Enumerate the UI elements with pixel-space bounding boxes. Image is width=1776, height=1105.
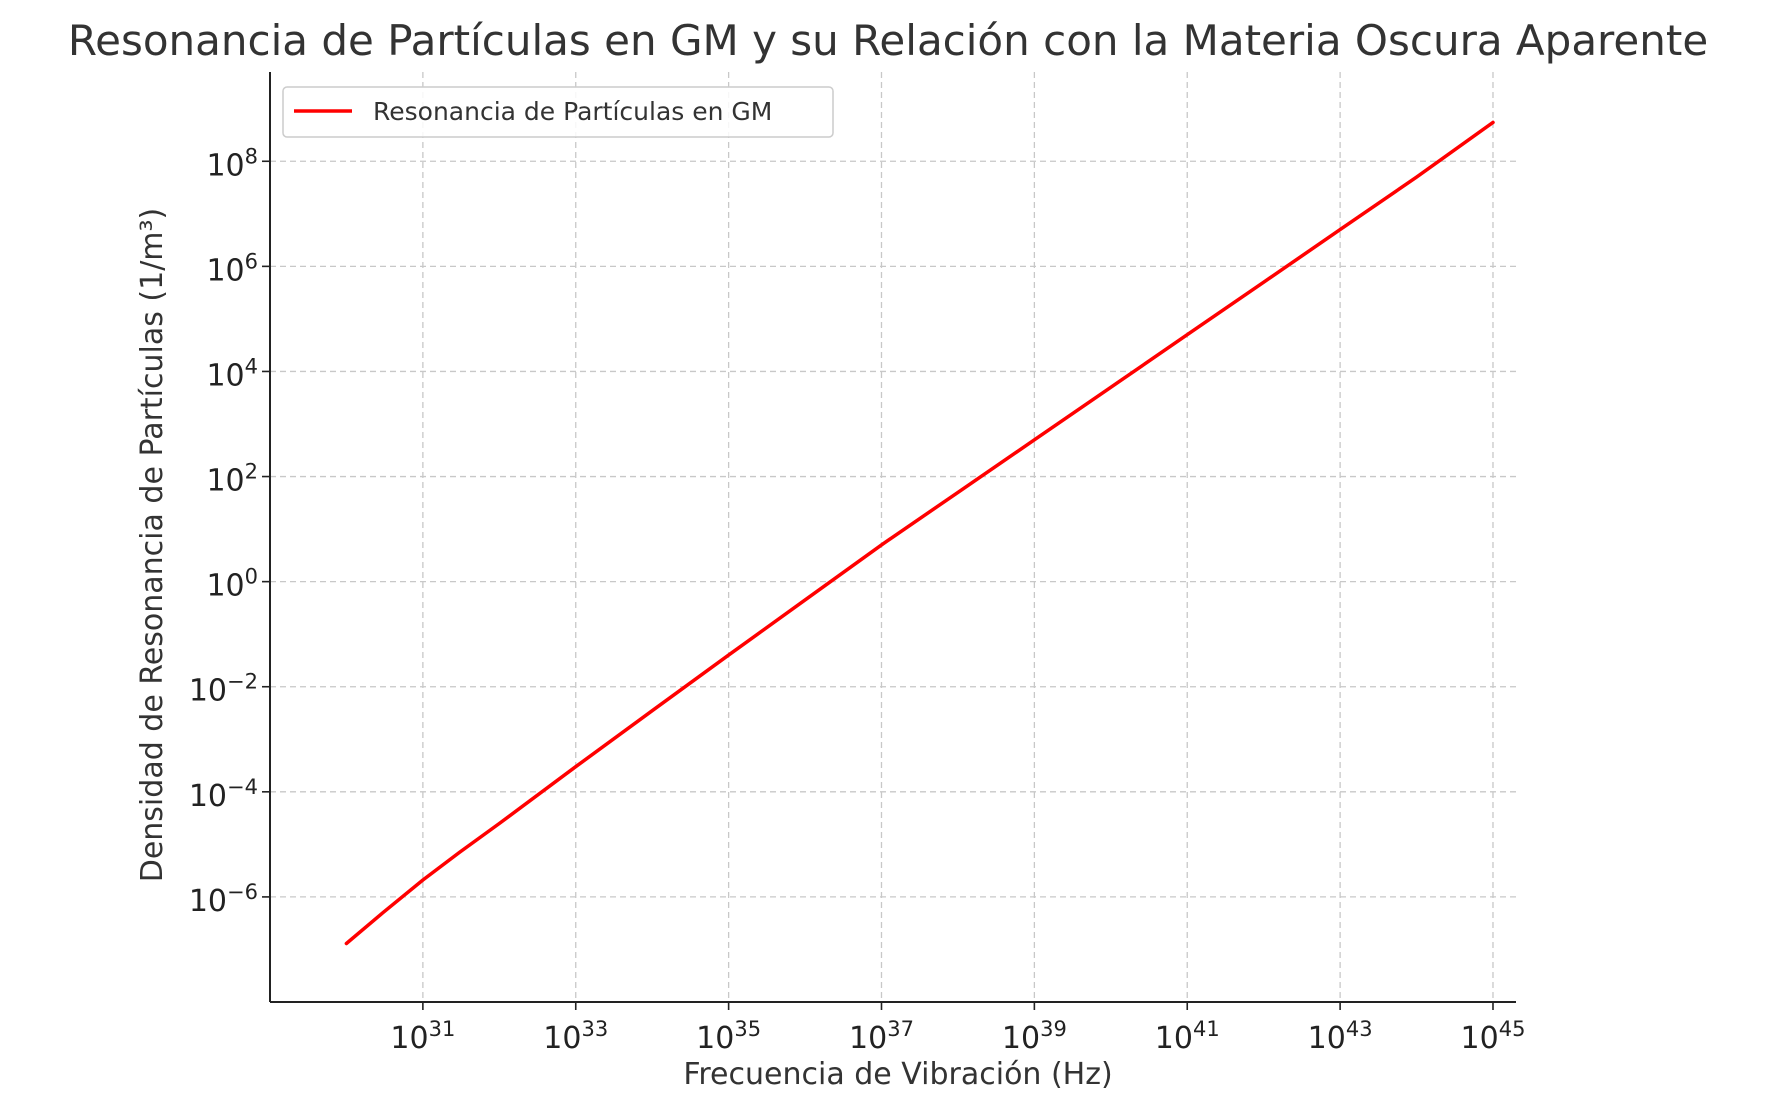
x-tick-label: 1045 bbox=[1461, 1017, 1526, 1056]
grid bbox=[270, 72, 1516, 1002]
x-tick-label: 1035 bbox=[696, 1017, 761, 1056]
y-tick-label: 104 bbox=[206, 354, 258, 393]
axes bbox=[269, 72, 1516, 1003]
x-tick-label: 1041 bbox=[1155, 1017, 1220, 1056]
x-tick-label: 1037 bbox=[849, 1017, 914, 1056]
y-tick-label: 100 bbox=[206, 565, 258, 604]
y-axis-ticks: 10−6 10−4 10−2 100 102 104 106 108 bbox=[189, 144, 270, 919]
y-tick-label: 10−6 bbox=[189, 880, 258, 919]
x-tick-label: 1031 bbox=[390, 1017, 455, 1056]
y-tick-label: 108 bbox=[206, 144, 258, 183]
y-axis-label: Densidad de Resonancia de Partículas (1/… bbox=[135, 208, 170, 883]
legend-label: Resonancia de Partículas en GM bbox=[373, 97, 772, 126]
chart-title: Resonancia de Partículas en GM y su Rela… bbox=[68, 16, 1708, 65]
x-tick-label: 1043 bbox=[1308, 1017, 1373, 1056]
y-tick-label: 10−4 bbox=[189, 775, 258, 814]
x-axis-ticks: 1031 1033 1035 1037 1039 1041 1043 1045 bbox=[390, 1002, 1525, 1056]
series-layer bbox=[344, 120, 1495, 946]
x-tick-label: 1033 bbox=[543, 1017, 608, 1056]
x-axis-label: Frecuencia de Vibración (Hz) bbox=[683, 1057, 1112, 1092]
legend: Resonancia de Partículas en GM bbox=[282, 86, 834, 138]
series-line-0 bbox=[344, 120, 1495, 946]
x-tick-label: 1039 bbox=[1002, 1017, 1067, 1056]
y-tick-label: 10−2 bbox=[189, 670, 258, 709]
y-tick-label: 106 bbox=[206, 249, 258, 288]
legend-box bbox=[282, 86, 834, 138]
y-tick-label: 102 bbox=[206, 460, 258, 499]
